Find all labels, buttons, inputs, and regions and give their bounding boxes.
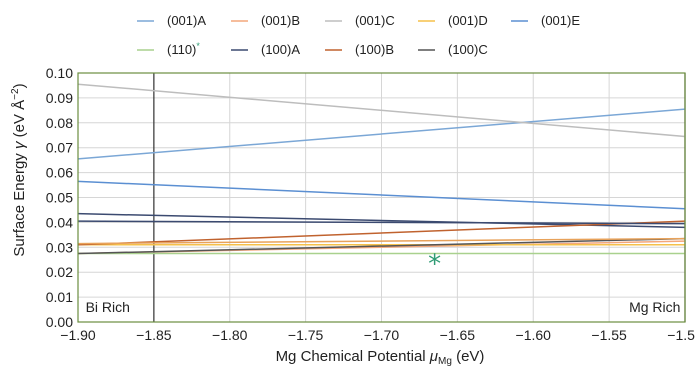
legend: (001)A (001)B (001)C (001)D (001)E (110)* (100… (137, 13, 580, 57)
y-tick-label: 0.01 (46, 289, 73, 305)
series-lines (77, 83, 686, 255)
x-tick-label: −1.55 (591, 327, 627, 343)
annotation-label: Mg Rich (629, 299, 680, 315)
x-tick-label: −1.65 (440, 327, 476, 343)
legend-label: (001)D (448, 13, 488, 28)
series-line-100a-secondary (77, 220, 686, 225)
x-tick-label: −1.75 (288, 327, 324, 343)
x-tick-label: −1.50 (667, 327, 695, 343)
y-tick-label: 0.10 (46, 65, 73, 81)
annotation-label: Bi Rich (86, 299, 130, 315)
annotations: Bi Rich Mg Rich (86, 299, 681, 315)
series-line-100b (77, 220, 686, 246)
x-tick-label: −1.90 (60, 327, 96, 343)
legend-label: (001)A (167, 13, 206, 28)
series-line-001a (77, 108, 686, 160)
y-tick-label: 0.00 (46, 314, 73, 330)
x-axis-label: Mg Chemical Potential μMg (eV) (276, 348, 485, 367)
y-tick-label: 0.05 (46, 190, 73, 206)
y-tick-label: 0.02 (46, 264, 73, 280)
star-marker: * (428, 249, 441, 279)
x-tick-label: −1.80 (212, 327, 248, 343)
x-tick-label: −1.70 (364, 327, 400, 343)
y-tick-label: 0.04 (46, 214, 73, 230)
y-axis-label: Surface Energy γ (eV Å−2) (10, 83, 28, 256)
series-line-100c (77, 237, 686, 255)
legend-label: (001)C (355, 13, 395, 28)
y-ticks: 0.00 0.01 0.02 0.03 0.04 0.05 0.06 0.07 0.08 0.09… (46, 65, 73, 330)
y-tick-label: 0.06 (46, 165, 73, 181)
y-tick-label: 0.08 (46, 115, 73, 131)
legend-label: (100)B (355, 42, 394, 57)
legend-label: (110)* (167, 41, 200, 57)
x-ticks: −1.90 −1.85 −1.80 −1.75 −1.70 −1.65 −1.60 −1.55… (60, 327, 695, 343)
series-line-001b-secondary (77, 237, 686, 245)
y-tick-label: 0.09 (46, 90, 73, 106)
series-line-001e (77, 180, 686, 210)
legend-label: (001)B (261, 13, 300, 28)
legend-label: (100)C (448, 42, 488, 57)
y-tick-label: 0.07 (46, 140, 73, 156)
legend-label: (100)A (261, 42, 300, 57)
x-tick-label: −1.85 (136, 327, 172, 343)
plot-frame (77, 72, 686, 323)
x-tick-label: −1.60 (516, 327, 552, 343)
legend-label: (001)E (541, 13, 580, 28)
series-line-001c (77, 83, 686, 138)
y-tick-label: 0.03 (46, 239, 73, 255)
